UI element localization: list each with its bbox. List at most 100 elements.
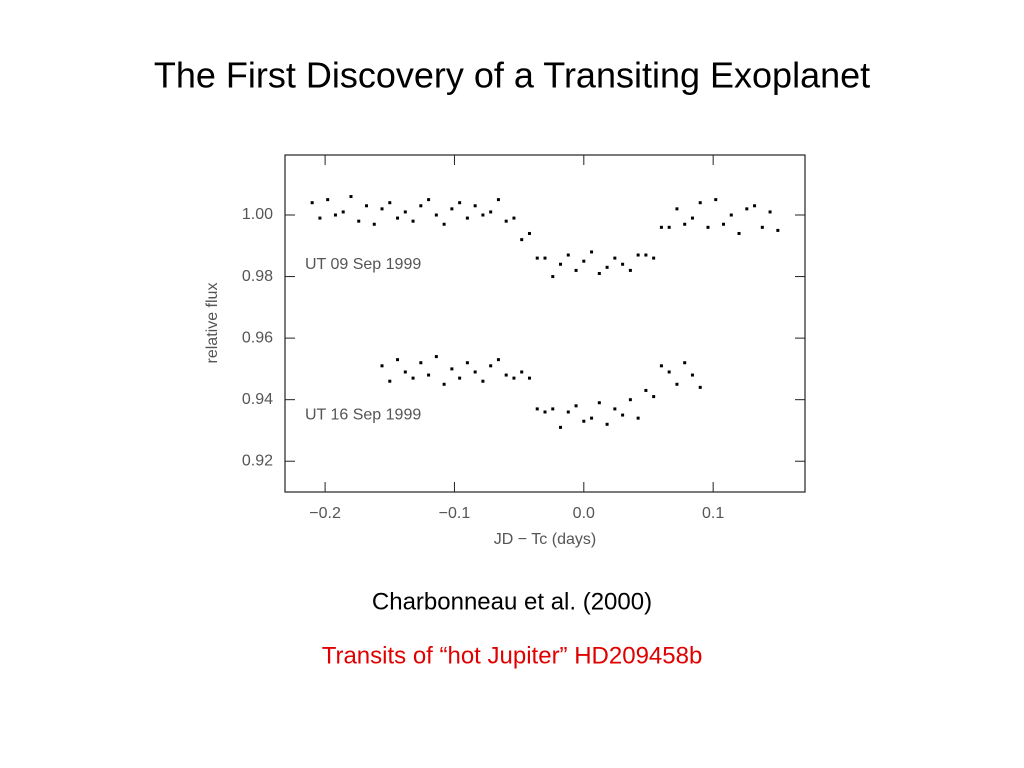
data-point	[357, 219, 361, 223]
data-point	[590, 416, 594, 420]
data-point	[628, 398, 632, 402]
data-point	[396, 358, 400, 362]
data-point	[419, 204, 423, 208]
data-point	[597, 271, 601, 275]
data-point	[388, 201, 392, 205]
series-label: UT 16 Sep 1999	[305, 407, 421, 424]
data-point	[434, 355, 438, 359]
data-point	[349, 195, 353, 199]
data-point	[590, 250, 594, 254]
data-point	[559, 425, 563, 429]
data-point	[613, 407, 617, 411]
data-point	[675, 207, 679, 211]
data-point	[706, 225, 710, 229]
plot-frame	[284, 154, 806, 493]
data-point	[473, 370, 477, 374]
data-point	[465, 216, 469, 220]
data-point	[574, 268, 578, 272]
data-point	[659, 225, 663, 229]
data-point	[458, 201, 462, 205]
y-tick-label: 1.00	[242, 206, 273, 223]
data-point	[605, 265, 609, 269]
data-point	[450, 367, 454, 371]
data-point	[442, 382, 446, 386]
data-point	[535, 256, 539, 260]
data-point	[551, 275, 555, 279]
data-point	[698, 201, 702, 205]
data-point	[605, 422, 609, 426]
data-point	[473, 204, 477, 208]
data-point	[489, 364, 493, 368]
data-point	[504, 373, 508, 377]
data-point	[520, 370, 524, 374]
y-tick-label: 0.92	[242, 452, 273, 469]
data-point	[403, 370, 407, 374]
data-point	[652, 256, 656, 260]
data-point	[458, 376, 462, 380]
caption: Transits of “hot Jupiter” HD209458b	[322, 642, 703, 669]
data-point	[481, 379, 485, 383]
data-point	[341, 210, 345, 214]
data-point	[722, 222, 726, 226]
data-point	[597, 401, 601, 405]
data-point	[411, 219, 415, 223]
data-point	[326, 198, 330, 202]
data-point	[551, 407, 555, 411]
data-point	[380, 364, 384, 368]
data-point	[613, 256, 617, 260]
data-point	[776, 228, 780, 232]
data-point	[427, 373, 431, 377]
x-tick-label: 0.0	[573, 505, 595, 522]
data-point	[427, 198, 431, 202]
data-point	[388, 379, 392, 383]
data-point	[636, 253, 640, 257]
data-point	[543, 410, 547, 414]
data-point	[512, 216, 516, 220]
data-point	[496, 198, 500, 202]
data-point	[582, 259, 586, 263]
x-tick-label: −0.1	[439, 505, 471, 522]
y-axis-label: relative flux	[204, 283, 221, 364]
data-point	[690, 216, 694, 220]
data-point	[566, 410, 570, 414]
data-point	[675, 382, 679, 386]
data-point	[768, 210, 772, 214]
data-point	[450, 207, 454, 211]
data-point	[380, 207, 384, 211]
data-point	[364, 204, 368, 208]
data-point	[535, 407, 539, 411]
data-point	[760, 225, 764, 229]
data-point	[403, 210, 407, 214]
x-tick-label: 0.1	[702, 505, 724, 522]
data-point	[465, 361, 469, 365]
data-point	[566, 253, 570, 257]
data-point	[745, 207, 749, 211]
caption: Charbonneau et al. (2000)	[372, 588, 652, 615]
data-point	[527, 231, 531, 235]
data-point	[621, 413, 625, 417]
data-point	[636, 416, 640, 420]
data-point	[442, 222, 446, 226]
data-point	[683, 222, 687, 226]
data-point	[582, 419, 586, 423]
data-point	[396, 216, 400, 220]
series-label: UT 09 Sep 1999	[305, 256, 421, 273]
y-tick-label: 0.96	[242, 329, 273, 346]
data-point	[621, 262, 625, 266]
data-point	[690, 373, 694, 377]
data-point	[574, 404, 578, 408]
data-point	[504, 219, 508, 223]
data-point	[698, 385, 702, 389]
data-point	[318, 216, 322, 220]
data-point	[512, 376, 516, 380]
data-point	[753, 204, 757, 208]
data-point	[737, 231, 741, 235]
data-point	[520, 238, 524, 242]
data-point	[411, 376, 415, 380]
data-point	[496, 358, 500, 362]
data-point	[310, 201, 314, 205]
data-point	[419, 361, 423, 365]
data-point	[667, 225, 671, 229]
data-point	[543, 256, 547, 260]
